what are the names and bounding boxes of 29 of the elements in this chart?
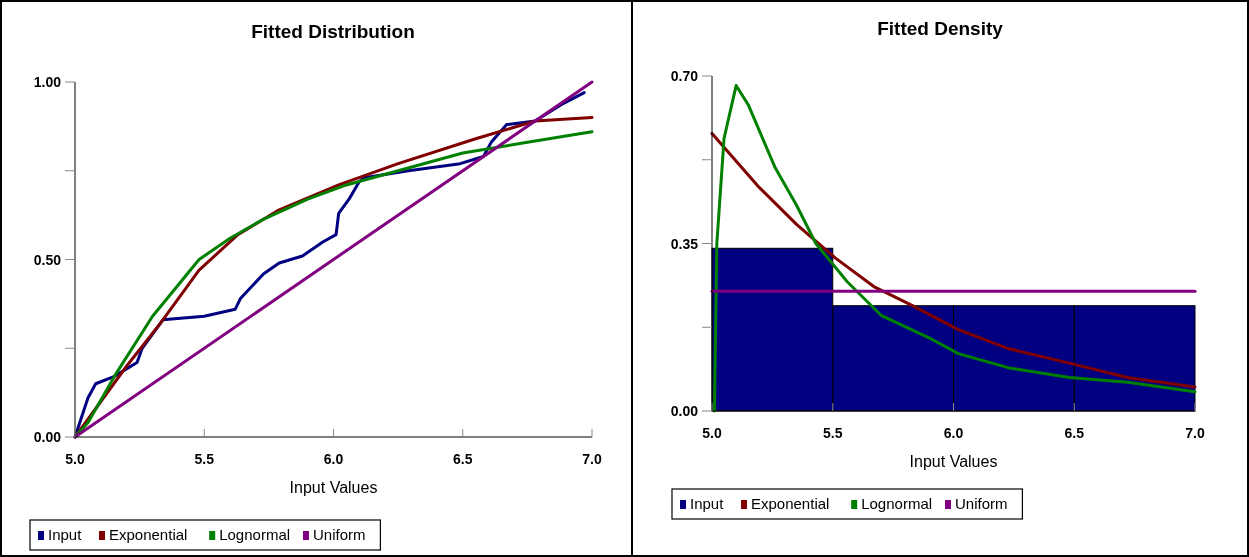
chart-title: Fitted Distribution <box>251 21 415 42</box>
x-tick-label: 5.5 <box>194 451 215 467</box>
line-series <box>710 131 1197 389</box>
legend-label: Input <box>48 526 83 543</box>
x-tick-label: 6.5 <box>1064 425 1085 441</box>
x-tick-label: 6.5 <box>453 451 473 467</box>
legend-label: Lognormal <box>219 526 291 543</box>
x-tick-label: 5.5 <box>823 425 843 441</box>
x-tick-label: 6.0 <box>323 451 344 467</box>
legend-label: Exponential <box>109 526 188 543</box>
legend-label: Uniform <box>313 526 366 543</box>
x-tick-label: 6.0 <box>943 425 964 441</box>
y-tick-label: 0.00 <box>670 403 699 419</box>
y-tick-label: 0.50 <box>33 251 62 268</box>
x-axis-title: Input Values <box>289 479 378 496</box>
x-tick-label: 7.0 <box>1185 425 1205 441</box>
x-tick-label: 7.0 <box>582 451 602 467</box>
y-tick-label: 0.35 <box>670 235 699 252</box>
x-axis-title: Input Values <box>909 453 998 470</box>
legend-label: Uniform <box>955 495 1008 512</box>
legend-label: Exponential <box>751 495 830 512</box>
y-tick-label: 0.00 <box>33 429 62 445</box>
chart-title: Fitted Density <box>877 18 1004 39</box>
x-tick-label: 5.0 <box>702 425 722 441</box>
legend-label: Lognormal <box>861 495 933 512</box>
x-tick-label: 5.0 <box>65 451 85 467</box>
legend-label: Input <box>690 495 725 512</box>
y-tick-label: 1.00 <box>33 74 62 90</box>
y-tick-label: 0.70 <box>670 68 699 84</box>
